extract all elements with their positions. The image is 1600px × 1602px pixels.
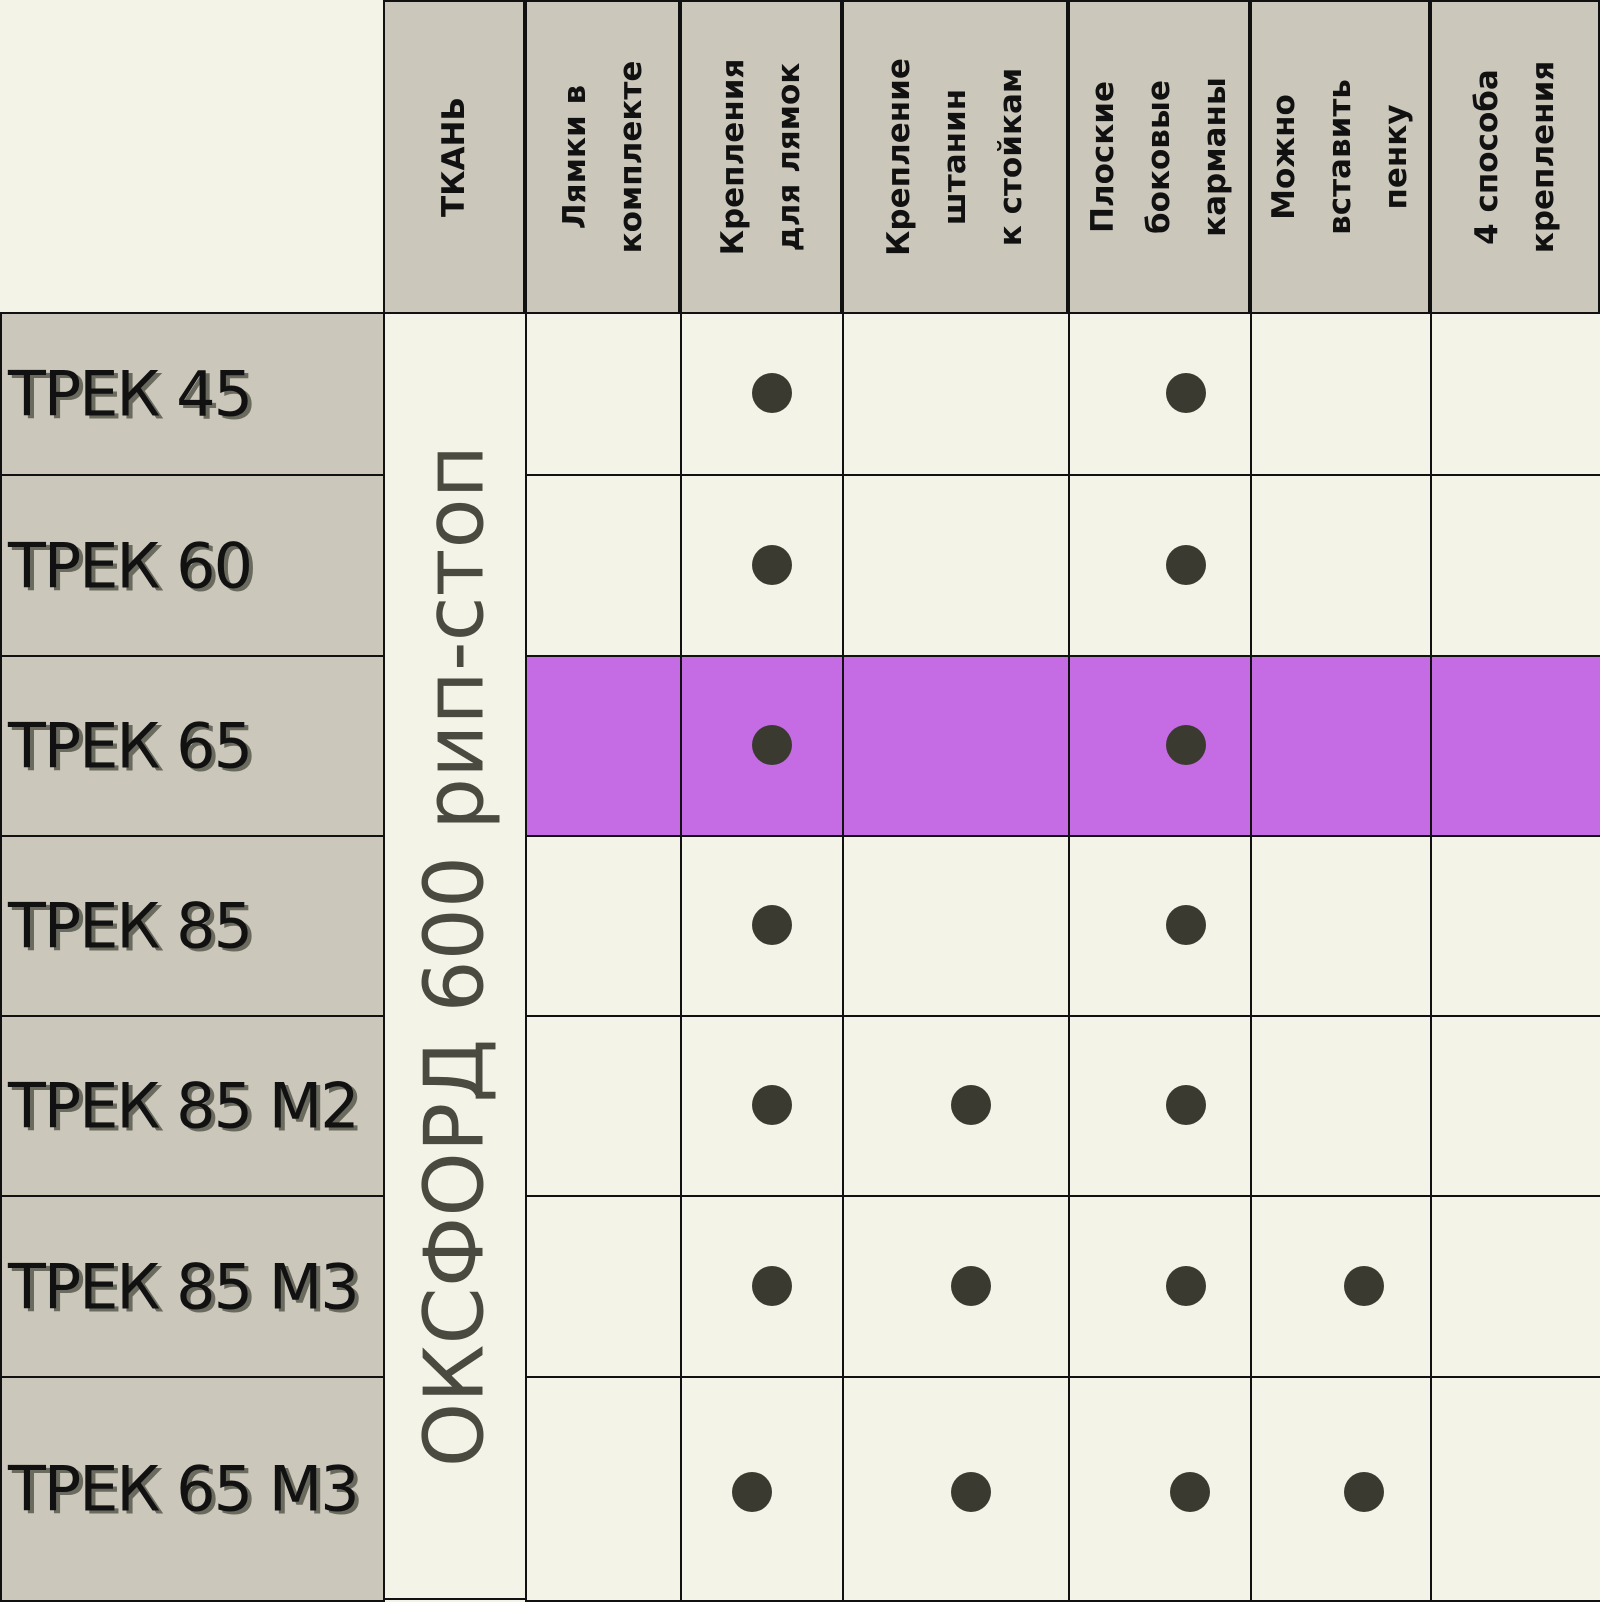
feature-cell (1068, 1376, 1252, 1602)
feature-cell (1250, 312, 1432, 476)
header-cell-6: Можно вставить пенку (1250, 0, 1430, 314)
feature-dot-icon (951, 1085, 991, 1125)
header-cell-7: 4 способа крепления (1430, 0, 1600, 314)
feature-dot-icon (1166, 1265, 1206, 1306)
feature-dot-icon (752, 1265, 792, 1306)
feature-dot-icon (752, 544, 792, 585)
feature-cell (842, 655, 1070, 837)
row-header: ТРЕК 65 (0, 655, 385, 837)
feature-cell (525, 474, 682, 657)
feature-dot-icon (1344, 1472, 1384, 1512)
feature-dot-icon (1166, 725, 1206, 765)
header-label: Плоские боковые карманы (1085, 77, 1233, 237)
feature-dot-icon (1166, 905, 1206, 945)
feature-cell (842, 835, 1070, 1017)
feature-dot-icon (752, 905, 792, 945)
feature-dot-icon (752, 373, 792, 413)
header-label: ТКАНЬ (436, 96, 472, 218)
feature-cell (1250, 1015, 1432, 1197)
feature-cell (1430, 1376, 1600, 1602)
feature-cell (1068, 655, 1252, 837)
feature-dot-icon (951, 1265, 991, 1306)
feature-cell (1430, 1195, 1600, 1378)
model-name: ТРЕК 65 (8, 709, 253, 783)
header-cell-5: Плоские боковые карманы (1068, 0, 1250, 314)
model-name: ТРЕК 65 М3 (8, 1452, 360, 1526)
feature-cell (842, 474, 1070, 657)
feature-dot-icon (1166, 1085, 1206, 1125)
header-cell-2: Лямки в комплекте (525, 0, 680, 314)
model-name: ТРЕК 85 М2 (8, 1069, 360, 1143)
header-label: Крепления для лямок (715, 58, 807, 256)
feature-cell (525, 1015, 682, 1197)
row-header: ТРЕК 85 М2 (0, 1015, 385, 1197)
feature-dot-icon (752, 725, 792, 765)
row-header: ТРЕК 60 (0, 474, 385, 657)
header-label: 4 способа крепления (1469, 60, 1561, 254)
row-header: ТРЕК 85 М3 (0, 1195, 385, 1378)
feature-cell (1250, 474, 1432, 657)
feature-cell (1430, 474, 1600, 657)
feature-dot-icon (1170, 1472, 1210, 1512)
feature-cell (1250, 835, 1432, 1017)
feature-dot-icon (732, 1472, 772, 1512)
feature-cell (1068, 835, 1252, 1017)
feature-cell (1250, 655, 1432, 837)
header-cell-3: Крепления для лямок (680, 0, 842, 314)
header-cell-4: Крепление штанин к стойкам (842, 0, 1068, 314)
fabric-label: ОКСФОРД 600 рип-стоп (407, 444, 503, 1468)
model-name: ТРЕК 60 (8, 529, 253, 602)
feature-dot-icon (1344, 1265, 1384, 1306)
header-label: Крепление штанин к стойкам (881, 58, 1029, 256)
header-label: Можно вставить пенку (1266, 79, 1414, 235)
model-name: ТРЕК 45 (8, 357, 253, 431)
feature-cell (1430, 312, 1600, 476)
feature-dot-icon (1166, 544, 1206, 585)
feature-cell (1430, 655, 1600, 837)
row-header: ТРЕК 45 (0, 312, 385, 476)
row-header: ТРЕК 85 (0, 835, 385, 1017)
feature-cell (525, 835, 682, 1017)
feature-dot-icon (1166, 373, 1206, 413)
feature-dot-icon (951, 1472, 991, 1512)
header-cell-1: ТКАНЬ (383, 0, 525, 314)
feature-cell (525, 312, 682, 476)
feature-cell (1068, 1015, 1252, 1197)
feature-cell (1250, 1376, 1432, 1602)
model-name: ТРЕК 85 (8, 889, 253, 963)
feature-cell (525, 1376, 682, 1602)
feature-cell (1068, 474, 1252, 657)
feature-cell (1250, 1195, 1432, 1378)
feature-cell (1068, 312, 1252, 476)
feature-dot-icon (752, 1085, 792, 1125)
model-name: ТРЕК 85 М3 (8, 1250, 360, 1323)
row-header: ТРЕК 65 М3 (0, 1376, 385, 1602)
fabric-cell: ОКСФОРД 600 рип-стоп (383, 312, 527, 1600)
feature-cell (525, 655, 682, 837)
header-label: Лямки в комплекте (556, 60, 649, 254)
feature-cell (1430, 835, 1600, 1017)
feature-cell (1068, 1195, 1252, 1378)
feature-cell (1430, 1015, 1600, 1197)
feature-cell (525, 1195, 682, 1378)
feature-cell (842, 312, 1070, 476)
